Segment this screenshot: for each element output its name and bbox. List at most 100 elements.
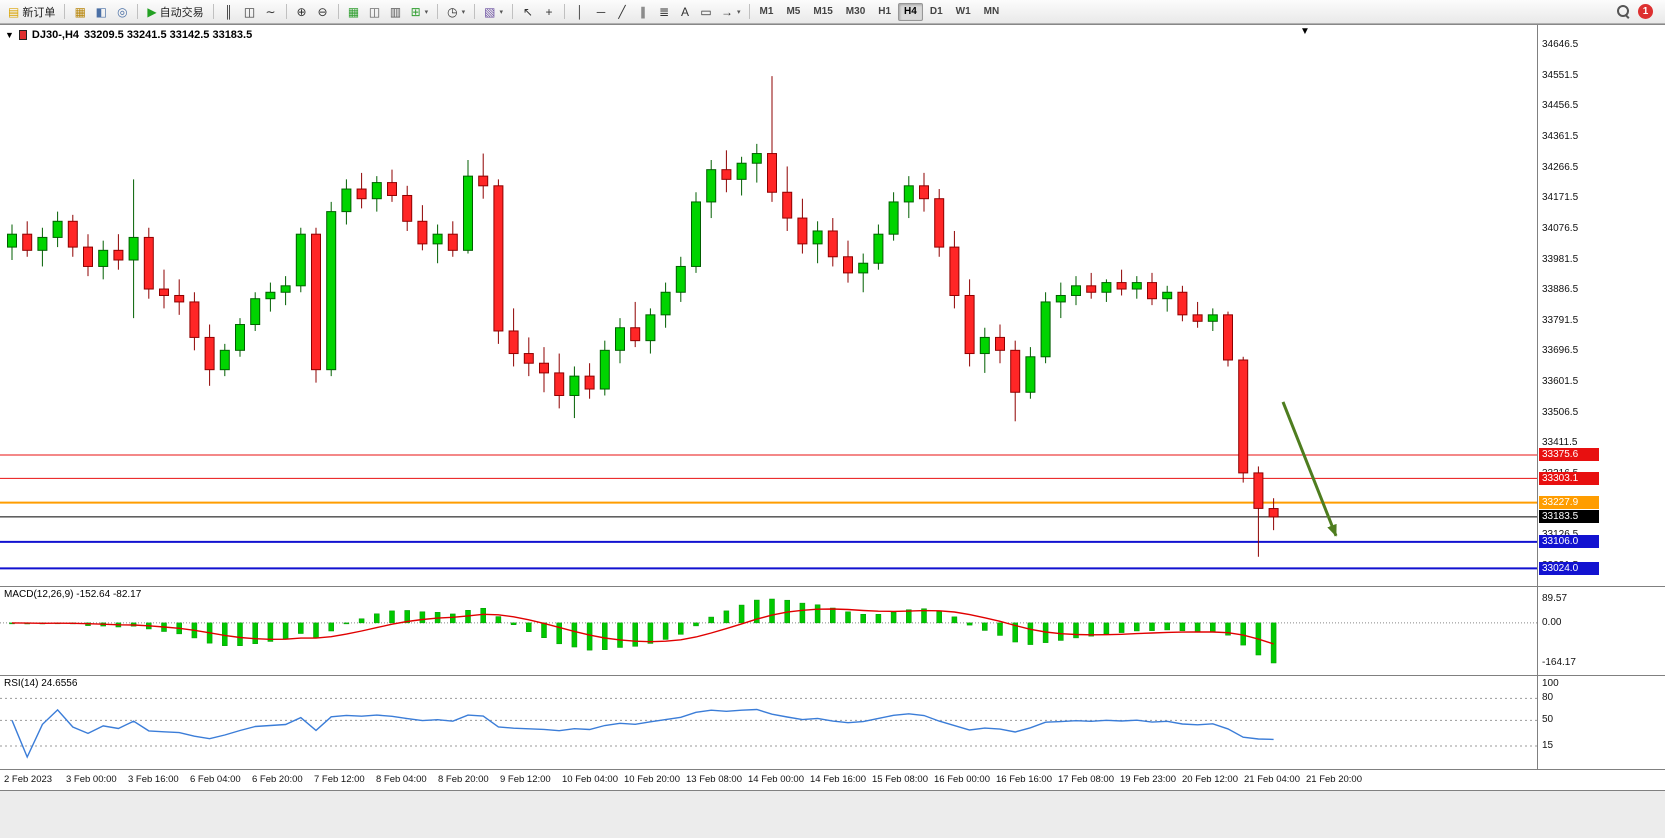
- profiles-button[interactable]: ▥: [386, 2, 406, 22]
- price-level-box: 33375.6: [1539, 448, 1599, 462]
- trendline-button[interactable]: ╱: [612, 2, 632, 22]
- tile-windows-button[interactable]: ▦: [344, 2, 364, 22]
- label-button[interactable]: ▭: [696, 2, 716, 22]
- macd-plot: [0, 598, 1537, 664]
- macd-histogram-bar: [267, 622, 274, 642]
- macd-histogram-bar: [1240, 622, 1246, 646]
- candlestick-plot[interactable]: [0, 25, 1537, 586]
- chart-ohlc: 33209.5 33241.5 33142.5 33183.5: [84, 29, 253, 41]
- candle-body: [1116, 282, 1127, 290]
- rsi-axis-label: 80: [1542, 692, 1554, 704]
- zoom-in-button[interactable]: ⊕: [292, 2, 312, 22]
- new-chart-icon: ⊞: [410, 4, 421, 19]
- channel-icon: ∥: [640, 4, 647, 19]
- timeframe-m15-button[interactable]: M15: [813, 6, 833, 17]
- dropdown-caret-icon: ▾: [737, 8, 741, 16]
- toolbar-separator: [512, 4, 514, 19]
- macd-histogram-bar: [282, 622, 289, 640]
- chart-title: ▼ DJ30-,H4 33209.5 33241.5 33142.5 33183…: [5, 29, 252, 41]
- timeframe-h4-button[interactable]: H4: [898, 2, 923, 21]
- drawn-arrow[interactable]: [1281, 401, 1338, 537]
- timeframe-m30-button[interactable]: M30: [845, 6, 866, 17]
- timeframe-w1-button[interactable]: W1: [955, 6, 971, 17]
- candle-body: [22, 233, 33, 251]
- periods-button[interactable]: ◷ ▾: [443, 2, 469, 22]
- candle-body: [873, 233, 884, 264]
- candlestick-chart-button[interactable]: ◫: [240, 2, 260, 22]
- bar-chart-icon: ║: [224, 4, 233, 19]
- channel-button[interactable]: ∥: [633, 2, 653, 22]
- time-axis-label: 17 Feb 08:00: [1058, 774, 1114, 785]
- toolbar-right: 1: [1617, 4, 1661, 19]
- new-order-button[interactable]: ▤ 新订单: [4, 2, 59, 22]
- time-axis-label: 3 Feb 00:00: [66, 774, 117, 785]
- candle-body: [1055, 294, 1066, 303]
- vertical-line-button[interactable]: │: [570, 2, 590, 22]
- candle-body: [128, 236, 139, 261]
- new-chart-button[interactable]: ⊞ ▾: [407, 2, 433, 22]
- dropdown-caret-icon: ▾: [499, 8, 504, 16]
- candle-body: [660, 291, 671, 316]
- macd-histogram-bar: [860, 613, 866, 624]
- macd-label: MACD(12,26,9) -152.64 -82.17: [4, 589, 142, 600]
- candle-body: [888, 201, 899, 235]
- price-axis-label: 33886.5: [1542, 284, 1579, 296]
- autotrading-button[interactable]: ▶ 自动交易: [143, 2, 207, 22]
- candle-body: [995, 336, 1005, 351]
- notification-badge[interactable]: 1: [1638, 4, 1653, 19]
- candle-body: [630, 327, 641, 342]
- chart-dropdown-icon[interactable]: ▼: [5, 30, 14, 40]
- price-axis-label: 34171.5: [1542, 192, 1579, 204]
- autotrading-icon: ▶: [147, 4, 157, 19]
- macd-histogram-bar: [754, 599, 760, 624]
- candle-body: [417, 220, 428, 245]
- zoom-out-button[interactable]: ⊖: [313, 2, 333, 22]
- rsi-pane[interactable]: RSI(14) 24.6556 100 80 50 15: [0, 676, 1665, 770]
- macd-histogram-bar: [1027, 622, 1034, 645]
- main-chart-pane[interactable]: ▼ DJ30-,H4 33209.5 33241.5 33142.5 33183…: [0, 25, 1665, 587]
- fibonacci-button[interactable]: ≣: [654, 2, 674, 22]
- macd-histogram-bar: [662, 622, 669, 640]
- market-watch-button[interactable]: ▦: [70, 2, 90, 22]
- chart-shift-marker-icon[interactable]: ▼: [1300, 26, 1310, 37]
- button-label: 新订单: [22, 6, 56, 19]
- macd-histogram-bar: [906, 609, 912, 624]
- candle-body: [235, 324, 245, 351]
- arrows-button[interactable]: → ▾: [717, 2, 745, 22]
- navigator-button[interactable]: ◎: [112, 2, 132, 22]
- candle-body: [751, 153, 762, 164]
- candle-body: [979, 336, 990, 355]
- templates-button[interactable]: ▧ ▾: [480, 2, 507, 22]
- candle-body: [964, 294, 975, 355]
- macd-pane[interactable]: MACD(12,26,9) -152.64 -82.17 89.57 0.00 -1…: [0, 587, 1665, 676]
- cursor-button[interactable]: ↖: [518, 2, 538, 22]
- data-window-button[interactable]: ◧: [91, 2, 111, 22]
- candle-body: [280, 285, 291, 293]
- zoom-out-icon: ⊖: [317, 4, 328, 19]
- crosshair-icon: +: [545, 4, 553, 19]
- candle-body: [903, 185, 914, 203]
- candle-body: [341, 188, 352, 213]
- crosshair-button[interactable]: +: [539, 2, 559, 22]
- bar-chart-button[interactable]: ║: [219, 2, 239, 22]
- timeframe-m5-button[interactable]: M5: [786, 6, 801, 17]
- candle-body: [615, 327, 625, 351]
- horizontal-line-button[interactable]: ─: [591, 2, 611, 22]
- rsi-plot: [0, 697, 1537, 759]
- timeframe-d1-button[interactable]: D1: [929, 6, 943, 17]
- macd-histogram-bar: [769, 598, 775, 624]
- line-chart-button[interactable]: ∼: [261, 2, 281, 22]
- toolbar: ▤ 新订单 ▦ ◧ ◎ ▶ 自动交易 ║ ◫ ∼ ⊕ ⊖ ▦ ◫ ▥ ⊞ ▾ ◷ ▾ ▧ ▾ ↖ + │ ─ ╱ ∥ ≣ A ▭ → ▾ M1…: [0, 0, 1665, 24]
- cascade-windows-button[interactable]: ◫: [365, 2, 385, 22]
- timeframe-h1-button[interactable]: H1: [878, 6, 892, 17]
- price-axis-label: 34456.5: [1542, 100, 1579, 112]
- text-button[interactable]: A: [675, 2, 695, 22]
- search-icon[interactable]: [1617, 5, 1630, 18]
- macd-histogram-bar: [358, 618, 365, 624]
- toolbar-separator: [564, 4, 566, 19]
- macd-histogram-bar: [647, 622, 654, 644]
- time-axis-label: 21 Feb 20:00: [1306, 774, 1362, 785]
- macd-histogram-bar: [632, 622, 638, 647]
- timeframe-m1-button[interactable]: M1: [759, 6, 774, 17]
- timeframe-mn-button[interactable]: MN: [983, 6, 1000, 17]
